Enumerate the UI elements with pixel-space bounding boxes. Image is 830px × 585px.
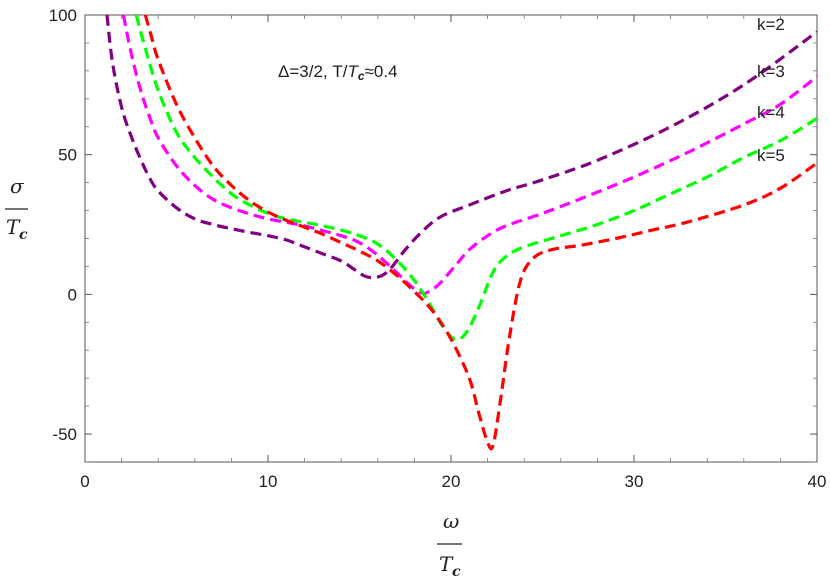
- annotation-prefix: Δ=3/2, T/: [278, 62, 348, 81]
- chart-annotation: Δ=3/2, T/Tc≈0.4: [278, 62, 398, 83]
- x-axis-denominator-sub: c: [452, 564, 461, 580]
- y-axis-denominator-sub: c: [19, 227, 28, 243]
- series-line-k5: [143, 15, 817, 451]
- x-tick-label: 10: [259, 472, 278, 491]
- y-axis-denominator: T: [6, 215, 21, 239]
- series-label: k=4: [757, 103, 785, 122]
- x-tick-label: 30: [625, 472, 644, 491]
- annotation-t-symbol: T: [347, 62, 359, 81]
- series-label: k=2: [757, 15, 785, 34]
- x-axis-denominator: T: [439, 552, 454, 576]
- y-axis-numerator: σ: [10, 174, 25, 198]
- plot-border: [84, 14, 818, 463]
- axis-ticks: [84, 14, 818, 463]
- axis-tick-labels: 0 10 20 30 40 -50 0 50 100: [49, 6, 827, 491]
- annotation-suffix: ≈0.4: [365, 62, 398, 81]
- x-tick-label: 0: [80, 472, 89, 491]
- series-label: k=5: [757, 146, 785, 165]
- series-line-k2: [105, 15, 817, 280]
- series-line-k3: [121, 15, 817, 295]
- series-labels: k=2 k=3 k=4 k=5: [757, 15, 785, 165]
- series-label: k=3: [757, 62, 785, 81]
- y-tick-label: 0: [68, 285, 77, 304]
- series-line-k4: [134, 15, 817, 342]
- plot-frame: [84, 14, 818, 463]
- y-tick-label: -50: [52, 425, 77, 444]
- y-tick-label: 100: [49, 6, 77, 25]
- x-axis-label: ω T c: [437, 509, 462, 580]
- x-axis-numerator: ω: [443, 509, 459, 533]
- y-tick-label: 50: [58, 146, 77, 165]
- y-axis-label: σ T c: [5, 174, 28, 243]
- annotation-t-subscript: c: [358, 69, 365, 83]
- series-lines: [105, 15, 817, 451]
- x-tick-label: 20: [442, 472, 461, 491]
- x-tick-label: 40: [808, 472, 827, 491]
